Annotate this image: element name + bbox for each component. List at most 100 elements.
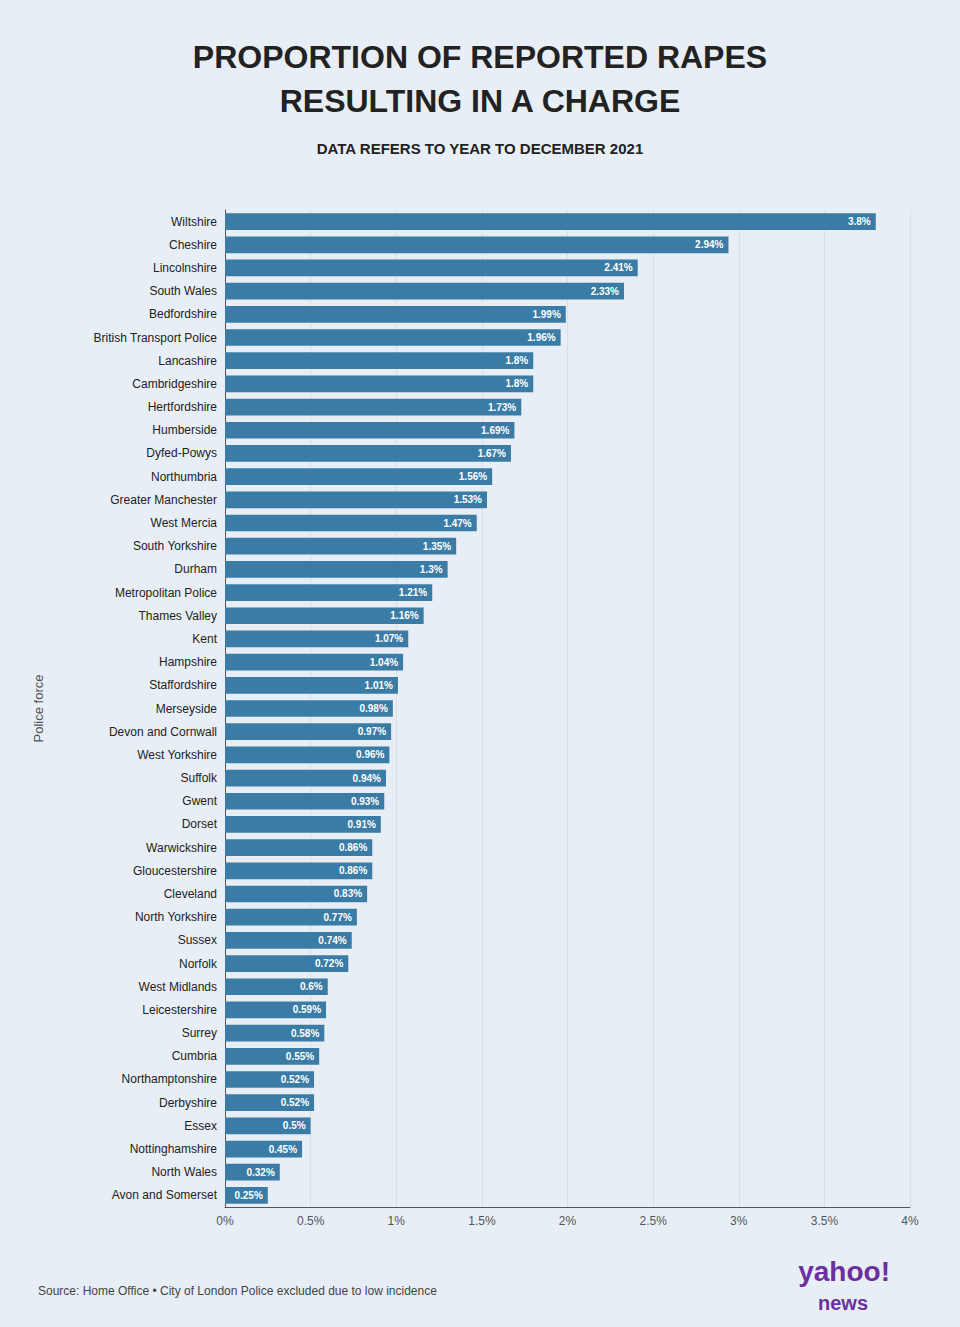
svg-text:1.07%: 1.07% — [375, 633, 403, 644]
svg-text:1.73%: 1.73% — [488, 402, 516, 413]
svg-text:Leicestershire: Leicestershire — [142, 1003, 217, 1017]
svg-text:0.25%: 0.25% — [234, 1190, 262, 1201]
svg-text:RESULTING IN A CHARGE: RESULTING IN A CHARGE — [280, 83, 681, 119]
svg-text:1.16%: 1.16% — [390, 610, 418, 621]
svg-text:Thames Valley: Thames Valley — [139, 609, 217, 623]
svg-text:3.5%: 3.5% — [811, 1214, 839, 1228]
svg-text:Cleveland: Cleveland — [164, 887, 217, 901]
svg-text:Police force: Police force — [31, 675, 46, 743]
svg-text:Dorset: Dorset — [182, 817, 218, 831]
svg-text:Lancashire: Lancashire — [158, 354, 217, 368]
svg-text:Nottinghamshire: Nottinghamshire — [130, 1142, 218, 1156]
svg-text:Northamptonshire: Northamptonshire — [122, 1072, 218, 1086]
svg-text:0.6%: 0.6% — [300, 981, 323, 992]
svg-text:1.67%: 1.67% — [478, 448, 506, 459]
svg-text:Durham: Durham — [174, 562, 217, 576]
svg-text:Hampshire: Hampshire — [159, 655, 217, 669]
svg-text:0.77%: 0.77% — [324, 912, 352, 923]
svg-text:Lincolnshire: Lincolnshire — [153, 261, 217, 275]
svg-text:0.55%: 0.55% — [286, 1051, 314, 1062]
svg-text:1.8%: 1.8% — [505, 378, 528, 389]
svg-text:1.56%: 1.56% — [459, 471, 487, 482]
svg-text:0.45%: 0.45% — [269, 1144, 297, 1155]
svg-text:yahoo!: yahoo! — [798, 1256, 890, 1287]
svg-text:2%: 2% — [559, 1214, 577, 1228]
svg-text:Surrey: Surrey — [182, 1026, 217, 1040]
svg-text:0.96%: 0.96% — [356, 749, 384, 760]
svg-text:1.8%: 1.8% — [505, 355, 528, 366]
svg-text:Metropolitan Police: Metropolitan Police — [115, 586, 217, 600]
svg-text:Gwent: Gwent — [182, 794, 217, 808]
svg-text:PROPORTION OF REPORTED RAPES: PROPORTION OF REPORTED RAPES — [193, 39, 767, 75]
svg-text:Cambridgeshire: Cambridgeshire — [132, 377, 217, 391]
svg-text:3.8%: 3.8% — [848, 216, 871, 227]
svg-text:0.59%: 0.59% — [293, 1004, 321, 1015]
svg-text:Bedfordshire: Bedfordshire — [149, 307, 217, 321]
svg-text:Essex: Essex — [184, 1119, 217, 1133]
svg-text:0.32%: 0.32% — [246, 1167, 274, 1178]
svg-text:DATA REFERS TO YEAR TO DECEMBE: DATA REFERS TO YEAR TO DECEMBER 2021 — [317, 140, 643, 157]
svg-text:2.5%: 2.5% — [639, 1214, 667, 1228]
svg-text:South Yorkshire: South Yorkshire — [133, 539, 217, 553]
svg-text:2.41%: 2.41% — [604, 262, 632, 273]
svg-text:1.01%: 1.01% — [365, 680, 393, 691]
svg-text:1.99%: 1.99% — [532, 309, 560, 320]
svg-text:2.33%: 2.33% — [591, 286, 619, 297]
svg-text:0.72%: 0.72% — [315, 958, 343, 969]
svg-text:Wiltshire: Wiltshire — [171, 215, 217, 229]
svg-text:1.04%: 1.04% — [370, 657, 398, 668]
svg-text:1.5%: 1.5% — [468, 1214, 496, 1228]
svg-text:2.94%: 2.94% — [695, 239, 723, 250]
svg-text:Dyfed-Powys: Dyfed-Powys — [146, 446, 217, 460]
svg-text:1.35%: 1.35% — [423, 541, 451, 552]
svg-text:North Wales: North Wales — [151, 1165, 217, 1179]
svg-text:1.3%: 1.3% — [420, 564, 443, 575]
svg-text:0.91%: 0.91% — [347, 819, 375, 830]
svg-text:Northumbria: Northumbria — [151, 470, 217, 484]
svg-text:Derbyshire: Derbyshire — [159, 1096, 217, 1110]
svg-text:0.93%: 0.93% — [351, 796, 379, 807]
svg-text:Humberside: Humberside — [152, 423, 217, 437]
svg-text:4%: 4% — [901, 1214, 919, 1228]
svg-text:Avon and Somerset: Avon and Somerset — [112, 1188, 218, 1202]
svg-text:1.47%: 1.47% — [443, 518, 471, 529]
svg-text:1.69%: 1.69% — [481, 425, 509, 436]
svg-text:0.83%: 0.83% — [334, 888, 362, 899]
svg-text:0.94%: 0.94% — [353, 773, 381, 784]
svg-text:Suffolk: Suffolk — [181, 771, 218, 785]
svg-text:0.5%: 0.5% — [297, 1214, 325, 1228]
svg-text:1.21%: 1.21% — [399, 587, 427, 598]
svg-text:Devon and Cornwall: Devon and Cornwall — [109, 725, 217, 739]
svg-text:Staffordshire: Staffordshire — [149, 678, 217, 692]
svg-text:Greater Manchester: Greater Manchester — [110, 493, 217, 507]
svg-text:0.52%: 0.52% — [281, 1097, 309, 1108]
svg-text:1.96%: 1.96% — [527, 332, 555, 343]
svg-text:West Yorkshire: West Yorkshire — [137, 748, 217, 762]
svg-text:Sussex: Sussex — [178, 933, 217, 947]
svg-text:Source: Home Office • City of: Source: Home Office • City of London Pol… — [38, 1284, 437, 1298]
svg-text:Hertfordshire: Hertfordshire — [148, 400, 218, 414]
svg-text:news: news — [818, 1292, 868, 1314]
svg-text:3%: 3% — [730, 1214, 748, 1228]
svg-text:0.58%: 0.58% — [291, 1028, 319, 1039]
svg-text:West Midlands: West Midlands — [139, 980, 217, 994]
svg-text:Cumbria: Cumbria — [172, 1049, 218, 1063]
svg-text:0.86%: 0.86% — [339, 865, 367, 876]
svg-text:0.5%: 0.5% — [283, 1120, 306, 1131]
svg-text:Merseyside: Merseyside — [156, 702, 218, 716]
svg-text:0.86%: 0.86% — [339, 842, 367, 853]
svg-text:Kent: Kent — [192, 632, 217, 646]
svg-text:Warwickshire: Warwickshire — [146, 841, 217, 855]
svg-text:British Transport Police: British Transport Police — [94, 331, 218, 345]
svg-text:1%: 1% — [388, 1214, 406, 1228]
svg-text:0.97%: 0.97% — [358, 726, 386, 737]
svg-text:1.53%: 1.53% — [454, 494, 482, 505]
svg-text:Gloucestershire: Gloucestershire — [133, 864, 217, 878]
svg-text:0.98%: 0.98% — [359, 703, 387, 714]
svg-text:0%: 0% — [216, 1214, 234, 1228]
svg-text:West Mercia: West Mercia — [151, 516, 218, 530]
svg-text:Norfolk: Norfolk — [179, 957, 218, 971]
svg-text:0.74%: 0.74% — [318, 935, 346, 946]
svg-text:Cheshire: Cheshire — [169, 238, 217, 252]
svg-text:North Yorkshire: North Yorkshire — [135, 910, 217, 924]
